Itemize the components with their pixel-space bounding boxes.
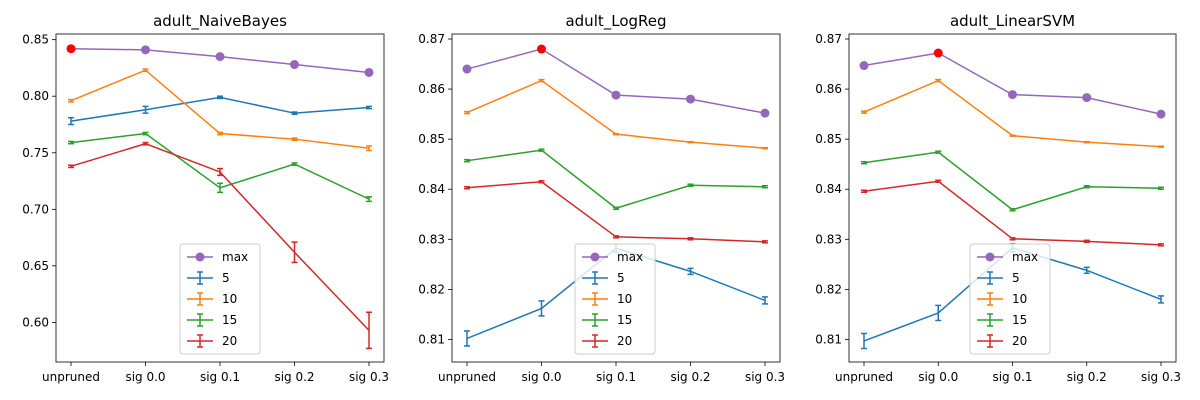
chart-panel-2: adult_LogReg 0.81 0.82 0.83 0.84 0.85 0.86 0.87… <box>418 12 785 384</box>
max-point <box>859 61 869 71</box>
series-max <box>859 48 1166 119</box>
y-tick-label: 0.81 <box>815 332 842 346</box>
max-point <box>364 67 374 77</box>
x-tick-label: sig 0.2 <box>670 370 710 384</box>
y-tick-label: 0.84 <box>815 182 842 196</box>
legend-label: 20 <box>617 334 632 348</box>
max-point <box>462 64 472 74</box>
y-tick-label: 0.84 <box>418 182 445 196</box>
max-point <box>1008 90 1017 100</box>
series-line-15 <box>466 149 766 210</box>
series-line-max <box>863 52 1162 115</box>
series-line-20 <box>466 180 766 243</box>
y-tick-label: 0.70 <box>22 202 49 216</box>
legend-label: 10 <box>222 292 237 306</box>
series-10 <box>464 78 768 150</box>
x-tick-label: unpruned <box>42 370 100 384</box>
y-tick-label: 0.60 <box>22 315 49 329</box>
series-line-15 <box>863 151 1162 211</box>
series-5 <box>68 95 372 126</box>
x-tick-label: sig 0.2 <box>274 370 314 384</box>
series-20 <box>464 179 768 244</box>
y-tick-label: 0.85 <box>22 33 49 47</box>
series-max <box>462 44 770 118</box>
y-tick-label: 0.83 <box>815 232 842 246</box>
legend-label: 10 <box>617 292 632 306</box>
legend: max 5 10 15 20 <box>969 243 1051 355</box>
legend-label: max <box>617 250 643 264</box>
series-line-5 <box>70 96 370 122</box>
legend-label: 15 <box>617 313 632 327</box>
y-tick-label: 0.75 <box>22 146 49 160</box>
legend-label: max <box>222 250 248 264</box>
series-10 <box>861 78 1164 148</box>
y-tick-label: 0.82 <box>418 282 445 296</box>
max-point <box>686 94 695 104</box>
series-line-20 <box>863 180 1162 246</box>
chart-panel-1: adult_NaiveBayes 0.60 0.65 0.70 0.75 0.80 0.85… <box>22 12 389 384</box>
y-tick-label: 0.81 <box>418 332 445 346</box>
legend: max 5 10 15 20 <box>179 243 261 355</box>
y-tick-label: 0.85 <box>815 132 842 146</box>
series-20 <box>68 141 372 350</box>
series-15 <box>861 150 1164 212</box>
series-max <box>66 44 374 77</box>
max-point <box>141 45 150 55</box>
chart-title: adult_LogReg <box>565 12 666 31</box>
legend-label: max <box>1012 250 1038 264</box>
x-tick-label: sig 0.0 <box>918 370 958 384</box>
max-point <box>215 52 225 62</box>
legend-label: 20 <box>222 334 237 348</box>
max-point-highlight <box>933 48 943 58</box>
y-tick-label: 0.86 <box>815 82 842 96</box>
y-tick-label: 0.87 <box>418 32 445 46</box>
max-point <box>611 90 621 100</box>
y-tick-label: 0.85 <box>418 132 445 146</box>
legend-label: 20 <box>1012 334 1027 348</box>
y-tick-label: 0.65 <box>22 259 49 273</box>
x-tick-label: sig 0.0 <box>125 370 165 384</box>
y-tick-label: 0.80 <box>22 89 49 103</box>
x-tick-label: sig 0.1 <box>200 370 240 384</box>
max-point <box>290 60 299 70</box>
legend-label: 5 <box>617 271 625 285</box>
series-20 <box>861 179 1164 247</box>
legend-marker <box>985 252 995 262</box>
x-tick-label: sig 0.0 <box>521 370 561 384</box>
max-point <box>1082 93 1092 103</box>
series-15 <box>68 131 372 203</box>
y-tick-label: 0.82 <box>815 282 842 296</box>
y-tick-label: 0.83 <box>418 232 445 246</box>
series-15 <box>464 148 768 211</box>
series-10 <box>68 68 372 152</box>
max-point <box>1156 109 1166 119</box>
legend-label: 10 <box>1012 292 1027 306</box>
legend-label: 15 <box>1012 313 1027 327</box>
legend-marker <box>195 252 205 262</box>
legend-label: 5 <box>1012 271 1020 285</box>
x-tick-label: sig 0.3 <box>1141 370 1181 384</box>
legend-marker <box>590 252 600 262</box>
legend-label: 5 <box>222 271 230 285</box>
max-point <box>760 108 770 118</box>
y-tick-label: 0.86 <box>418 82 445 96</box>
y-tick-label: 0.87 <box>815 32 842 46</box>
chart-panel-3: adult_LinearSVM 0.81 0.82 0.83 0.84 0.85 0.86 0… <box>815 12 1181 384</box>
chart-title: adult_NaiveBayes <box>153 12 287 31</box>
series-line-max <box>466 48 766 114</box>
x-tick-label: sig 0.3 <box>349 370 389 384</box>
x-tick-label: unpruned <box>835 370 893 384</box>
x-tick-label: sig 0.1 <box>992 370 1032 384</box>
x-tick-label: sig 0.1 <box>596 370 636 384</box>
x-tick-label: unpruned <box>438 370 496 384</box>
x-tick-label: sig 0.3 <box>745 370 785 384</box>
max-point-highlight <box>537 44 546 54</box>
chart-title: adult_LinearSVM <box>950 12 1075 31</box>
legend: max 5 10 15 20 <box>574 243 656 355</box>
legend-label: 15 <box>222 313 237 327</box>
x-tick-label: sig 0.2 <box>1067 370 1107 384</box>
max-point-highlight <box>66 44 76 54</box>
